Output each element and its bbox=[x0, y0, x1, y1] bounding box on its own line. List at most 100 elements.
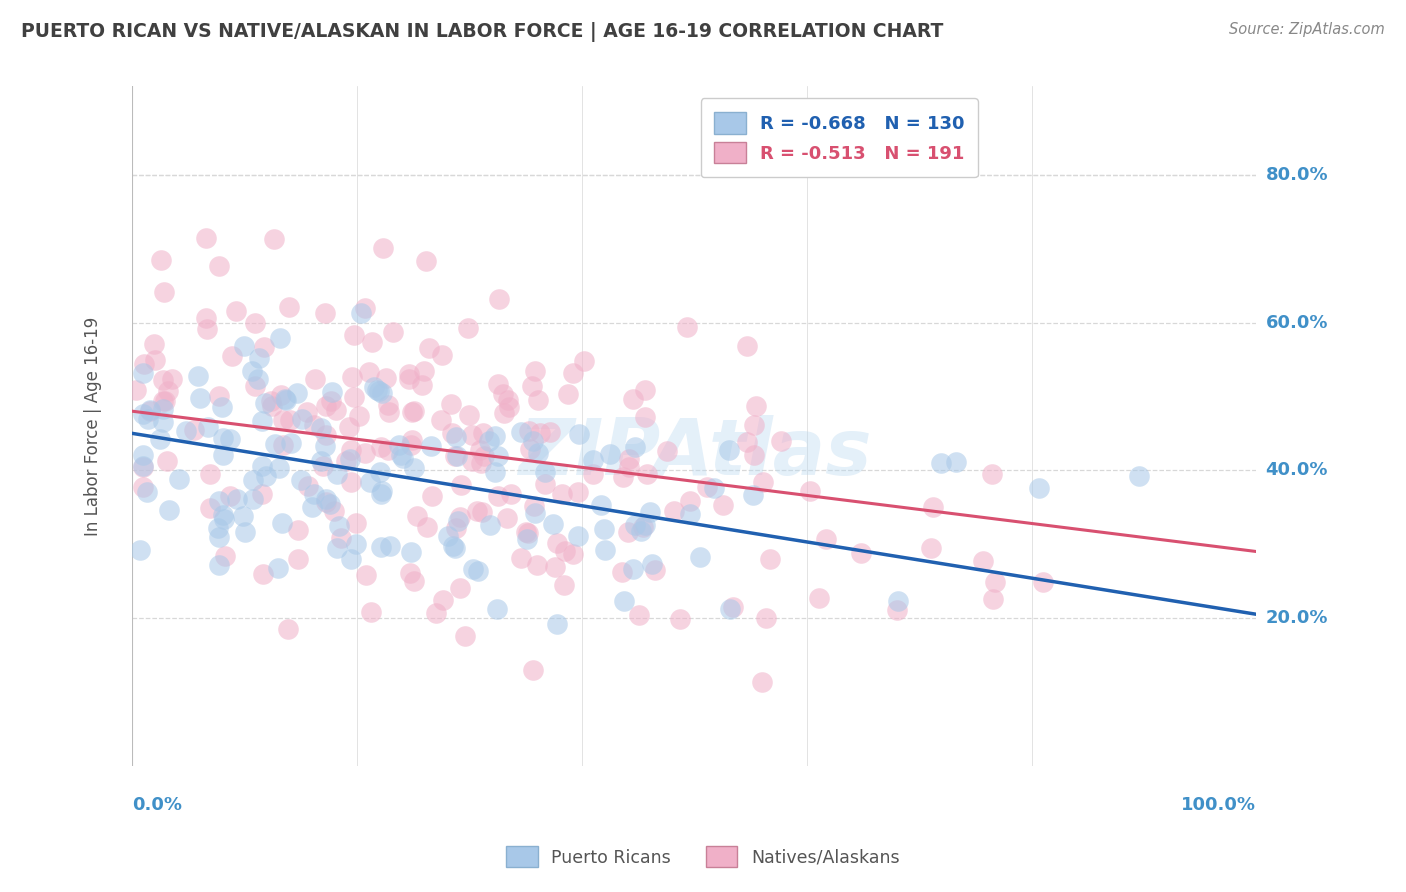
Point bbox=[274, 392, 297, 406]
Point bbox=[212, 508, 235, 522]
Point bbox=[271, 516, 294, 530]
Point bbox=[627, 608, 650, 623]
Point bbox=[167, 473, 190, 487]
Point bbox=[488, 292, 510, 306]
Point bbox=[339, 475, 361, 490]
Point bbox=[136, 412, 159, 426]
Point bbox=[484, 428, 506, 442]
Point bbox=[330, 531, 353, 545]
Point bbox=[454, 629, 477, 643]
Point bbox=[339, 452, 361, 467]
Point bbox=[212, 512, 235, 526]
Point bbox=[849, 546, 872, 560]
Point bbox=[273, 413, 295, 427]
Point bbox=[886, 603, 908, 617]
Text: 20.0%: 20.0% bbox=[1265, 609, 1327, 627]
Point bbox=[264, 437, 287, 451]
Point bbox=[208, 530, 231, 544]
Point bbox=[277, 622, 299, 636]
Point bbox=[412, 364, 434, 378]
Point bbox=[478, 434, 501, 448]
Point bbox=[524, 364, 547, 378]
Point bbox=[366, 383, 388, 397]
Point bbox=[718, 601, 741, 615]
Point bbox=[519, 442, 541, 457]
Point bbox=[243, 316, 266, 330]
Point bbox=[321, 384, 343, 399]
Point bbox=[465, 504, 488, 518]
Point bbox=[399, 438, 422, 452]
Point bbox=[446, 449, 468, 463]
Point bbox=[195, 321, 218, 335]
Point bbox=[132, 448, 155, 462]
Point bbox=[617, 459, 640, 474]
Point bbox=[568, 426, 591, 441]
Point bbox=[472, 426, 495, 441]
Point bbox=[242, 491, 264, 506]
Point bbox=[499, 487, 522, 501]
Point bbox=[361, 335, 384, 350]
Point bbox=[491, 387, 513, 401]
Point bbox=[492, 406, 515, 420]
Point bbox=[149, 433, 172, 447]
Point bbox=[553, 578, 575, 592]
Point bbox=[198, 500, 221, 515]
Point bbox=[676, 320, 699, 334]
Text: 0.0%: 0.0% bbox=[132, 797, 183, 814]
Point bbox=[218, 490, 240, 504]
Point bbox=[703, 482, 725, 496]
Point bbox=[344, 537, 367, 551]
Point bbox=[401, 405, 423, 419]
Point bbox=[377, 443, 399, 458]
Point bbox=[212, 431, 235, 445]
Point bbox=[718, 443, 741, 458]
Point bbox=[980, 467, 1002, 482]
Point bbox=[567, 529, 589, 543]
Point bbox=[613, 594, 636, 608]
Point bbox=[274, 392, 297, 407]
Point bbox=[696, 480, 718, 494]
Point bbox=[232, 508, 254, 523]
Point bbox=[162, 372, 184, 386]
Point bbox=[593, 542, 616, 557]
Point bbox=[440, 426, 463, 441]
Point bbox=[621, 562, 644, 576]
Point bbox=[402, 574, 425, 589]
Point bbox=[432, 592, 454, 607]
Point bbox=[377, 398, 399, 412]
Point bbox=[526, 558, 548, 572]
Point bbox=[516, 532, 538, 546]
Point bbox=[759, 552, 782, 566]
Point bbox=[152, 285, 174, 300]
Point bbox=[769, 434, 792, 449]
Point bbox=[368, 465, 391, 479]
Point bbox=[562, 366, 585, 380]
Point bbox=[188, 391, 211, 405]
Text: 40.0%: 40.0% bbox=[1265, 461, 1327, 479]
Point bbox=[534, 465, 557, 479]
Point bbox=[633, 384, 655, 398]
Point bbox=[449, 581, 471, 595]
Point bbox=[398, 372, 420, 386]
Point bbox=[152, 401, 174, 416]
Point bbox=[370, 487, 392, 501]
Point bbox=[1032, 574, 1054, 589]
Point bbox=[634, 410, 657, 425]
Point bbox=[807, 591, 830, 605]
Point bbox=[128, 543, 150, 558]
Point bbox=[742, 417, 765, 432]
Point bbox=[582, 467, 605, 482]
Point bbox=[195, 311, 218, 326]
Point bbox=[644, 563, 666, 577]
Point bbox=[309, 454, 332, 468]
Point bbox=[815, 532, 838, 546]
Point bbox=[302, 487, 325, 501]
Point bbox=[461, 428, 484, 442]
Point bbox=[557, 387, 579, 401]
Point bbox=[526, 392, 548, 407]
Point bbox=[411, 378, 433, 392]
Point bbox=[610, 565, 633, 579]
Point bbox=[983, 574, 1005, 589]
Point bbox=[157, 502, 180, 516]
Point bbox=[593, 523, 616, 537]
